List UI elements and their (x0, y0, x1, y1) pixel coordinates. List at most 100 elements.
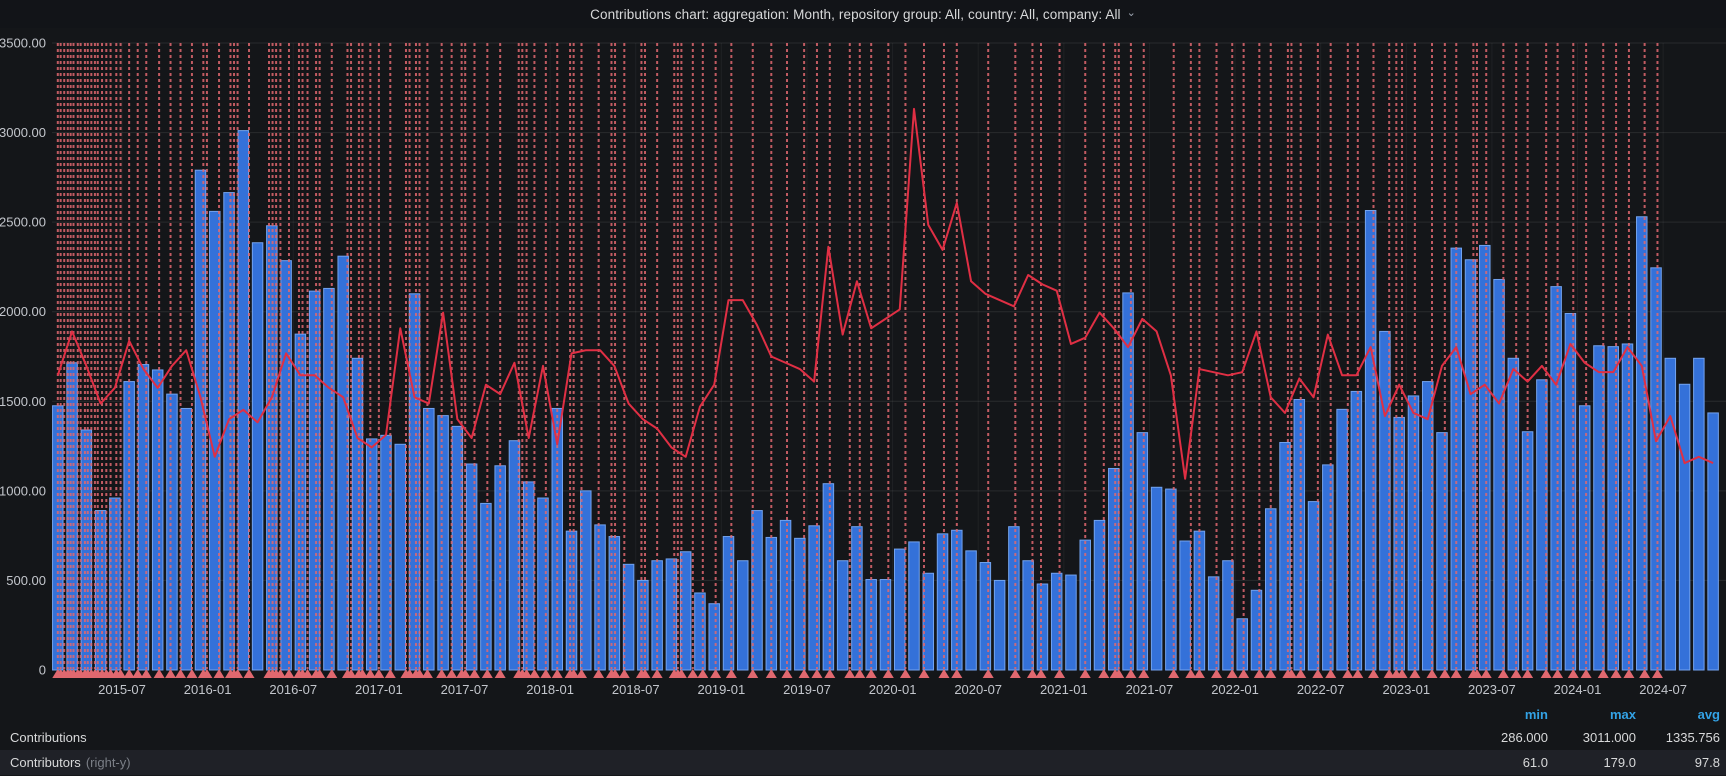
annotation-marker-icon[interactable] (1651, 669, 1663, 678)
annotation-marker-icon[interactable] (384, 669, 396, 678)
annotation-marker-icon[interactable] (609, 669, 621, 678)
annotation-marker-icon[interactable] (1193, 669, 1205, 678)
annotation-marker-icon[interactable] (710, 669, 722, 678)
annotation-marker-icon[interactable] (951, 669, 963, 678)
annotation-marker-icon[interactable] (540, 669, 552, 678)
legend-header-min[interactable]: min (1524, 706, 1548, 722)
annotation-marker-icon[interactable] (1026, 669, 1038, 678)
annotation-marker-icon[interactable] (1125, 669, 1137, 678)
annotation-marker-icon[interactable] (132, 669, 144, 678)
panel-title[interactable]: Contributions chart: aggregation: Month,… (0, 0, 1726, 28)
annotation-marker-icon[interactable] (481, 669, 493, 678)
annotation-marker-icon[interactable] (639, 669, 651, 678)
annotation-marker-icon[interactable] (153, 669, 165, 678)
annotation-marker-icon[interactable] (1367, 669, 1379, 678)
annotation-marker-icon[interactable] (1253, 669, 1265, 678)
annotation-marker-icon[interactable] (1113, 669, 1125, 678)
annotation-marker-icon[interactable] (1009, 669, 1021, 678)
annotation-marker-icon[interactable] (274, 669, 286, 678)
annotation-marker-icon[interactable] (1168, 669, 1180, 678)
annotation-marker-icon[interactable] (232, 669, 244, 678)
annotation-marker-icon[interactable] (123, 669, 135, 678)
legend-series-contributions[interactable]: Contributions (10, 730, 87, 745)
annotation-marker-icon[interactable] (1439, 669, 1451, 678)
annotation-marker-icon[interactable] (213, 669, 225, 678)
annotation-marker-icon[interactable] (356, 669, 368, 678)
annotation-marker-icon[interactable] (1623, 669, 1635, 678)
annotation-marker-icon[interactable] (1325, 669, 1337, 678)
annotation-marker-icon[interactable] (494, 669, 506, 678)
annotation-marker-icon[interactable] (765, 669, 777, 678)
annotation-marker-icon[interactable] (697, 669, 709, 678)
legend-header-max[interactable]: max (1609, 706, 1636, 722)
annotation-marker-icon[interactable] (687, 669, 699, 678)
annotation-marker-icon[interactable] (373, 669, 385, 678)
annotation-marker-icon[interactable] (521, 669, 533, 678)
annotation-marker-icon[interactable] (1138, 669, 1150, 678)
annotation-marker-icon[interactable] (882, 669, 894, 678)
annotation-marker-icon[interactable] (781, 669, 793, 678)
annotation-marker-icon[interactable] (302, 669, 314, 678)
annotation-marker-icon[interactable] (1079, 669, 1091, 678)
annotation-marker-icon[interactable] (865, 669, 877, 678)
annotation-marker-icon[interactable] (243, 669, 255, 678)
annotation-marker-icon[interactable] (811, 669, 823, 678)
annotation-marker-icon[interactable] (1540, 669, 1552, 678)
annotation-marker-icon[interactable] (446, 669, 458, 678)
annotation-marker-icon[interactable] (844, 669, 856, 678)
annotation-marker-icon[interactable] (1522, 669, 1534, 678)
annotation-marker-icon[interactable] (899, 669, 911, 678)
annotation-marker-icon[interactable] (1098, 669, 1110, 678)
annotation-marker-icon[interactable] (576, 669, 588, 678)
annotation-marker-icon[interactable] (618, 669, 630, 678)
annotation-marker-icon[interactable] (1497, 669, 1509, 678)
annotation-marker-icon[interactable] (747, 669, 759, 678)
annotation-marker-icon[interactable] (725, 669, 737, 678)
annotation-marker-icon[interactable] (283, 669, 295, 678)
annotation-marker-icon[interactable] (1185, 669, 1197, 678)
legend-series-contributors[interactable]: Contributors (right-y) (10, 755, 131, 770)
annotation-marker-icon[interactable] (568, 669, 580, 678)
annotation-marker-icon[interactable] (421, 669, 433, 678)
annotation-marker-icon[interactable] (675, 669, 687, 678)
annotation-marker-icon[interactable] (1285, 669, 1297, 678)
annotation-marker-icon[interactable] (414, 669, 426, 678)
annotation-marker-icon[interactable] (1480, 669, 1492, 678)
annotation-marker-icon[interactable] (314, 669, 326, 678)
annotation-marker-icon[interactable] (1597, 669, 1609, 678)
annotation-marker-icon[interactable] (1312, 669, 1324, 678)
annotation-marker-icon[interactable] (1226, 669, 1238, 678)
annotation-marker-icon[interactable] (1054, 669, 1066, 678)
annotation-marker-icon[interactable] (1211, 669, 1223, 678)
annotation-marker-icon[interactable] (1639, 669, 1651, 678)
annotation-marker-icon[interactable] (1552, 669, 1564, 678)
annotation-marker-icon[interactable] (1610, 669, 1622, 678)
annotation-marker-icon[interactable] (1450, 669, 1462, 678)
annotation-marker-icon[interactable] (651, 669, 663, 678)
annotation-marker-icon[interactable] (1409, 669, 1421, 678)
annotation-marker-icon[interactable] (1471, 669, 1483, 678)
annotation-marker-icon[interactable] (1342, 669, 1354, 678)
annotation-marker-icon[interactable] (175, 669, 187, 678)
annotation-marker-icon[interactable] (1383, 669, 1395, 678)
annotation-marker-icon[interactable] (798, 669, 810, 678)
annotation-marker-icon[interactable] (326, 669, 338, 678)
annotation-marker-icon[interactable] (459, 669, 471, 678)
annotation-marker-icon[interactable] (918, 669, 930, 678)
annotation-marker-icon[interactable] (1035, 669, 1047, 678)
annotation-marker-icon[interactable] (186, 669, 198, 678)
annotation-marker-icon[interactable] (593, 669, 605, 678)
annotation-marker-icon[interactable] (345, 669, 357, 678)
annotation-marker-icon[interactable] (1580, 669, 1592, 678)
annotation-marker-icon[interactable] (140, 669, 152, 678)
annotation-marker-icon[interactable] (528, 669, 540, 678)
annotation-marker-icon[interactable] (201, 669, 213, 678)
annotation-marker-icon[interactable] (364, 669, 376, 678)
annotation-marker-icon[interactable] (1396, 669, 1408, 678)
annotation-marker-icon[interactable] (824, 669, 836, 678)
annotation-marker-icon[interactable] (1567, 669, 1579, 678)
annotation-marker-icon[interactable] (1238, 669, 1250, 678)
annotation-marker-icon[interactable] (165, 669, 177, 678)
annotation-marker-icon[interactable] (436, 669, 448, 678)
annotation-marker-icon[interactable] (938, 669, 950, 678)
